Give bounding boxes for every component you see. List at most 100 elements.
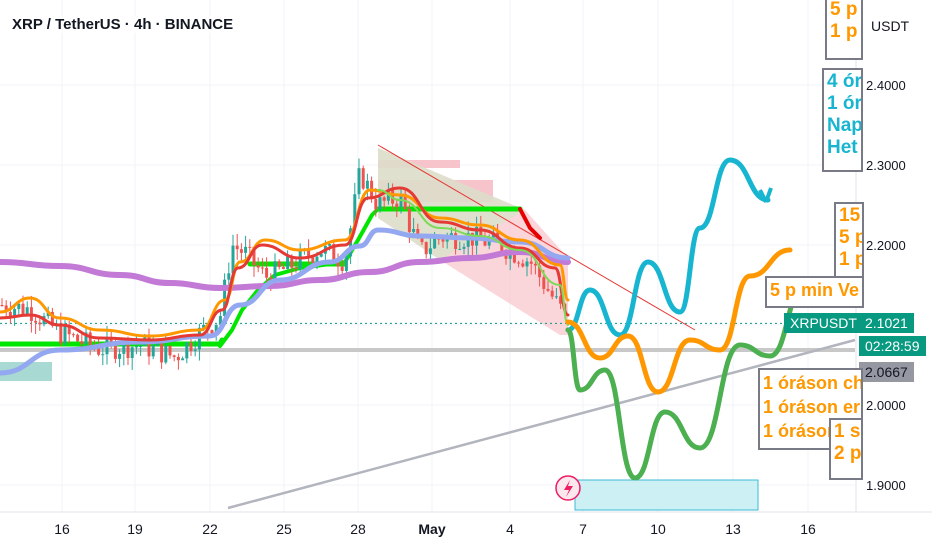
candle-body — [529, 261, 533, 264]
blue-ma — [0, 227, 571, 376]
candle-body — [248, 246, 252, 248]
candle-body — [277, 261, 281, 268]
candle-body — [328, 244, 332, 246]
candle-body — [227, 273, 231, 280]
note-line: 1 ór — [827, 93, 862, 114]
candle-body — [122, 340, 126, 354]
candle-body — [168, 345, 172, 356]
currency-label[interactable]: USDT — [871, 18, 910, 34]
candle-body — [357, 168, 361, 195]
time-axis — [0, 512, 932, 550]
blue-forecast-path — [565, 157, 771, 338]
target-zone — [574, 479, 759, 511]
candle-body — [311, 257, 315, 264]
symbol-tag: XRPUSDT — [784, 313, 863, 333]
candle-body — [378, 197, 382, 210]
candle-body — [13, 309, 17, 317]
x-tick-label: 4 — [506, 521, 514, 537]
orange-note-mid: 5 p min Ve — [765, 276, 864, 308]
note-line: 5 p — [830, 0, 858, 20]
red-ma — [0, 186, 570, 342]
candle-body — [428, 248, 432, 255]
green-step-line — [218, 207, 380, 348]
candle-body — [462, 246, 466, 249]
candle-body — [231, 245, 235, 274]
candle-body — [189, 342, 193, 352]
note-line: 1 óráson ch — [763, 373, 863, 393]
orange-note-small: 1 s 2 p — [829, 418, 863, 480]
candle-body — [315, 256, 319, 264]
candle-body — [336, 262, 340, 267]
candle-body — [273, 261, 277, 286]
x-tick-label: 28 — [350, 521, 366, 537]
note-line: 5 p — [839, 227, 864, 248]
x-tick-label: May — [418, 521, 445, 537]
orange-forecast-path — [565, 247, 793, 395]
countdown-tag: 02:28:59 — [859, 336, 926, 356]
candle-body — [59, 323, 63, 344]
note-line: Nap — [827, 115, 863, 136]
candle-body — [50, 311, 54, 326]
candle-body — [223, 279, 227, 317]
last-price-tag: 2.1021 — [859, 313, 914, 333]
candle-body — [483, 238, 487, 246]
chart-title: XRP / TetherUS · 4h · BINANCE — [10, 16, 236, 33]
candle-body — [307, 249, 311, 258]
candle-body — [344, 256, 348, 271]
candle-body — [521, 263, 525, 267]
candle-body — [449, 233, 453, 236]
orange-ma — [0, 188, 570, 338]
candle-body — [374, 198, 378, 210]
candle-body — [101, 354, 105, 356]
candle-body — [420, 238, 424, 243]
candle-body — [17, 303, 21, 310]
candle-body — [63, 325, 67, 344]
candle-body — [437, 238, 441, 240]
candle-body — [542, 277, 546, 289]
candle-body — [118, 353, 122, 359]
candle-body — [8, 311, 12, 317]
candle-body — [151, 345, 155, 357]
candle-body — [382, 197, 386, 201]
candle-body — [67, 325, 71, 335]
candle-body — [176, 357, 180, 361]
candle-body — [340, 266, 344, 271]
candle-body — [517, 262, 521, 264]
candle-body — [38, 322, 42, 325]
candle-body — [21, 303, 25, 315]
y-tick-label: 2.4000 — [866, 78, 906, 93]
candle-body — [218, 316, 222, 325]
candle-body — [202, 324, 206, 328]
candle-body — [290, 256, 294, 268]
candle-body — [4, 305, 8, 312]
price-axis — [856, 0, 932, 550]
candle-body — [353, 194, 357, 229]
candle-body — [130, 347, 134, 359]
red-line — [518, 207, 542, 240]
candle-body — [487, 238, 491, 246]
candle-body — [512, 249, 516, 263]
x-tick-label: 16 — [54, 521, 70, 537]
x-tick-label: 19 — [127, 521, 143, 537]
candle-body — [550, 290, 554, 297]
candle-body — [214, 324, 218, 334]
candle-body — [164, 345, 168, 363]
candle-body — [281, 267, 285, 269]
y-tick-label: 2.0000 — [866, 398, 906, 413]
candle-body — [500, 240, 504, 253]
candle-body — [147, 337, 151, 357]
candle-body — [155, 343, 159, 346]
y-tick-label: 1.9000 — [866, 478, 906, 493]
blue-forecast-arrow — [758, 187, 773, 203]
candle-body — [546, 288, 550, 291]
wedge-top — [378, 148, 525, 260]
candle-body — [538, 265, 542, 278]
candle-body — [479, 226, 483, 239]
blue-note: 4 ór 1 ór Nap Het — [822, 68, 863, 172]
candle-body — [559, 296, 563, 304]
candle-body — [139, 345, 143, 347]
y-tick-label: 2.2000 — [866, 238, 906, 253]
note-line: 1 óráson er — [763, 397, 861, 417]
lightning-icon — [564, 480, 573, 497]
